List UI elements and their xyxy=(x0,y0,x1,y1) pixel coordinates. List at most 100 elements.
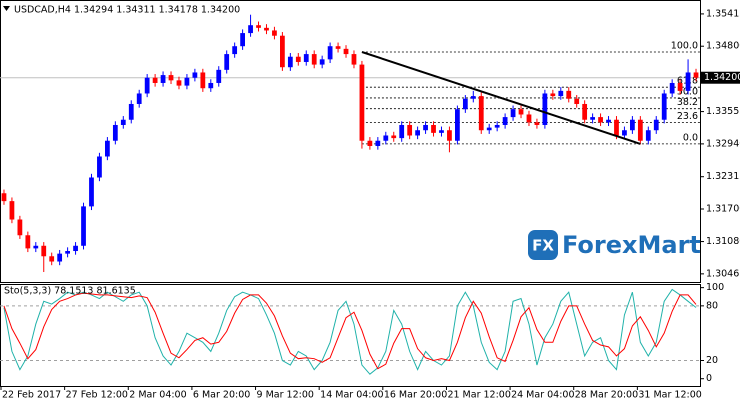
logo: FX ForexMart xyxy=(528,230,701,260)
candle-body xyxy=(582,103,588,120)
trendline xyxy=(361,51,641,145)
candle-body xyxy=(423,124,428,131)
logo-icon: FX xyxy=(532,237,554,255)
candle-body xyxy=(399,124,405,139)
candle-body xyxy=(598,117,603,123)
y-tick-label: 1.33555 xyxy=(706,106,740,117)
candle-body xyxy=(383,135,389,141)
candle-body xyxy=(152,77,158,83)
candle-body xyxy=(407,124,413,136)
y-tick-label: 80 xyxy=(706,300,718,311)
candle-body xyxy=(574,98,580,104)
candle-body xyxy=(486,127,492,131)
fib-label: 100.0 xyxy=(671,40,698,51)
candle-body xyxy=(614,119,619,136)
candle-body xyxy=(264,27,269,31)
candle-body xyxy=(17,219,23,236)
candle-body xyxy=(49,256,55,262)
candle-body xyxy=(280,35,285,68)
y-tick-label: 1.34800 xyxy=(706,41,740,52)
fib-label: 50.0 xyxy=(677,86,698,97)
candle-body xyxy=(327,46,333,60)
x-tick-label: 6 Mar 20:00 xyxy=(193,390,250,401)
candle-body xyxy=(335,46,341,49)
last-price-label: 1.34200 xyxy=(704,72,740,83)
logo-text: ForexMart xyxy=(562,231,701,259)
y-tick-label: 1.31080 xyxy=(706,236,740,247)
candle-body xyxy=(447,130,452,141)
candle-body xyxy=(57,253,63,262)
candle-body xyxy=(9,201,15,220)
candle-body xyxy=(391,135,397,139)
candle-body xyxy=(303,54,309,62)
candle-body xyxy=(470,96,476,99)
candle-body xyxy=(518,109,524,115)
candle-body xyxy=(693,72,699,78)
candle-body xyxy=(526,114,532,123)
candle-body xyxy=(184,77,190,86)
candle-body xyxy=(97,156,102,178)
candle-body xyxy=(216,69,222,83)
y-tick-label: 0 xyxy=(706,373,712,384)
x-tick-label: 28 Mar 20:00 xyxy=(575,390,638,401)
candle-body xyxy=(502,117,508,125)
candle-body xyxy=(295,56,301,62)
candle-body xyxy=(510,109,516,118)
candle-body xyxy=(128,103,134,120)
candle-body xyxy=(287,56,293,68)
candle-body xyxy=(120,119,126,125)
candle-body xyxy=(630,119,635,131)
main-panel-frame xyxy=(0,0,701,283)
x-tick-label: 27 Feb 12:00 xyxy=(66,390,128,401)
candle-body xyxy=(669,82,675,94)
candle-body xyxy=(478,96,484,131)
candle-body xyxy=(200,72,206,89)
y-tick-label: 1.30465 xyxy=(706,268,740,279)
candle-body xyxy=(112,124,118,141)
candle-body xyxy=(1,193,7,202)
x-tick-label: 21 Mar 12:00 xyxy=(447,390,510,401)
y-tick-label: 100 xyxy=(706,282,724,293)
chart-title: USDCAD,H4 1.34294 1.34311 1.34178 1.3420… xyxy=(14,5,240,16)
candle-body xyxy=(65,251,70,254)
candle-body xyxy=(685,72,691,91)
last-price-box xyxy=(700,71,740,84)
candle-body xyxy=(311,54,317,65)
candle-body xyxy=(176,80,182,86)
x-tick-label: 16 Mar 20:00 xyxy=(384,390,447,401)
candle-body xyxy=(240,33,245,47)
candle-body xyxy=(351,54,357,65)
x-tick-label: 31 Mar 12:00 xyxy=(638,390,701,401)
candle-body xyxy=(256,25,261,28)
stochastic-panel-frame xyxy=(0,284,701,387)
candle-body xyxy=(192,72,198,78)
x-tick-label: 9 Mar 12:00 xyxy=(257,390,314,401)
candle-body xyxy=(73,245,78,252)
candle-body xyxy=(653,119,659,131)
candle-body xyxy=(105,140,110,157)
candle-body xyxy=(566,90,572,99)
candle-body xyxy=(375,140,381,146)
candle-body xyxy=(367,140,373,146)
y-tick-label: 1.35415 xyxy=(706,8,740,19)
candle-body xyxy=(455,109,460,141)
fib-label: 0.0 xyxy=(683,132,698,143)
y-tick-label: 1.32315 xyxy=(706,171,740,182)
x-tick-label: 14 Mar 04:00 xyxy=(320,390,383,401)
candle-body xyxy=(415,130,420,136)
candle-body xyxy=(542,93,548,125)
candle-body xyxy=(41,245,47,257)
x-tick-label: 2 Mar 04:00 xyxy=(129,390,186,401)
candle-body xyxy=(208,82,214,89)
candle-body xyxy=(319,59,325,65)
candle-body xyxy=(25,235,31,249)
candle-body xyxy=(645,130,651,141)
candle-body xyxy=(661,93,667,120)
y-tick-label: 1.32940 xyxy=(706,138,740,149)
candle-body xyxy=(359,64,365,141)
candle-body xyxy=(677,82,683,91)
candle-body xyxy=(33,245,39,249)
candle-body xyxy=(343,48,349,55)
fib-label: 23.6 xyxy=(677,111,698,122)
